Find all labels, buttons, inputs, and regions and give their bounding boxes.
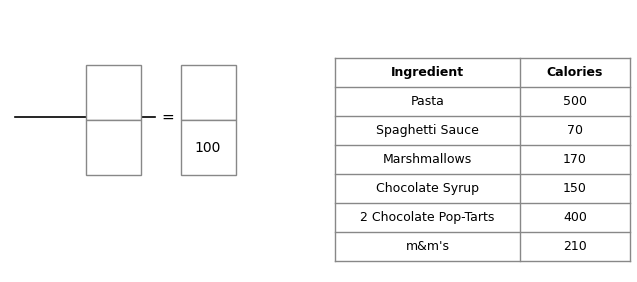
Bar [86,120,141,175]
Text: Calories: Calories [547,66,603,79]
Text: Pasta: Pasta [411,95,445,108]
Text: =: = [162,109,175,124]
Bar [181,120,236,175]
Text: 170: 170 [563,153,587,166]
Text: Spaghetti Sauce: Spaghetti Sauce [376,124,479,137]
Text: 500: 500 [563,95,587,108]
Text: Marshmallows: Marshmallows [383,153,472,166]
Text: 210: 210 [563,240,587,253]
Text: 70: 70 [567,124,583,137]
Text: Chocolate Syrup: Chocolate Syrup [376,182,479,195]
Bar [86,65,141,120]
Bar [181,65,236,120]
Text: 2 Chocolate Pop-Tarts: 2 Chocolate Pop-Tarts [361,211,495,224]
Text: 150: 150 [563,182,587,195]
Text: m&m's: m&m's [406,240,450,253]
Text: 100: 100 [195,141,221,155]
Text: Ingredient: Ingredient [391,66,464,79]
Text: 400: 400 [563,211,587,224]
